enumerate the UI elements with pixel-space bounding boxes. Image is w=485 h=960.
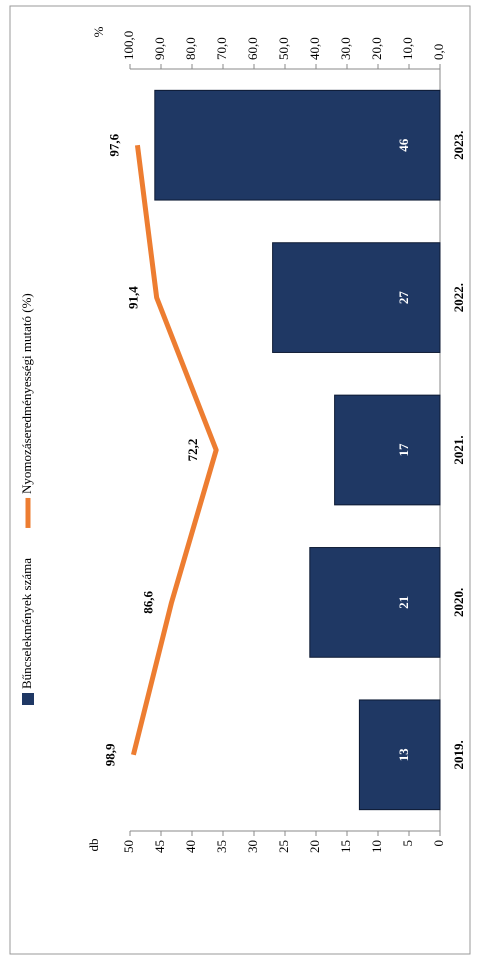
x-tick-label: 2022. <box>451 283 466 312</box>
line-value-label: 86,6 <box>141 591 156 614</box>
bar-value-label: 17 <box>396 443 411 457</box>
y-tick-label: 50 <box>121 840 136 853</box>
y-axis-label: db <box>86 839 101 852</box>
legend-label: Bűncselekmények száma <box>19 558 34 689</box>
y2-tick-label: 100,0 <box>121 31 136 60</box>
bar <box>309 547 441 658</box>
y-tick-label: 10 <box>369 840 384 853</box>
y2-tick-label: 20,0 <box>369 37 384 60</box>
bar <box>272 242 441 353</box>
line-value-label: 98,9 <box>102 743 117 766</box>
y2-tick-label: 10,0 <box>400 37 415 60</box>
y-tick-label: 5 <box>400 840 415 847</box>
y-tick-label: 20 <box>307 840 322 853</box>
x-tick-label: 2023. <box>451 131 466 160</box>
y2-tick-label: 40,0 <box>307 37 322 60</box>
bar-value-label: 21 <box>396 596 411 609</box>
legend-swatch <box>22 693 34 705</box>
y-tick-label: 45 <box>152 840 167 853</box>
bar <box>334 394 441 506</box>
y-tick-label: 15 <box>338 840 353 853</box>
y2-axis-label: % <box>91 26 106 37</box>
bar-value-label: 13 <box>396 748 411 762</box>
bar <box>358 699 441 811</box>
y-tick-label: 0 <box>431 840 446 847</box>
y-tick-label: 40 <box>183 840 198 853</box>
line-value-label: 97,6 <box>106 133 121 156</box>
y2-tick-label: 50,0 <box>276 37 291 60</box>
x-tick-label: 2019. <box>451 740 466 769</box>
frame <box>9 5 471 955</box>
x-tick-label: 2020. <box>451 588 466 617</box>
y2-tick-label: 30,0 <box>338 37 353 60</box>
line <box>130 144 219 756</box>
y2-tick-label: 90,0 <box>152 37 167 60</box>
x-tick-label: 2021. <box>451 435 466 464</box>
y2-tick-label: 0,0 <box>431 44 446 60</box>
bar-value-label: 27 <box>396 291 411 305</box>
legend-label: Nyomozáseredményességi mutató (%) <box>19 293 34 494</box>
y-tick-label: 30 <box>245 840 260 853</box>
y-tick-label: 25 <box>276 840 291 853</box>
y2-tick-label: 60,0 <box>245 37 260 60</box>
bar-value-label: 46 <box>396 138 411 152</box>
y2-tick-label: 70,0 <box>214 37 229 60</box>
line-value-label: 91,4 <box>126 286 141 309</box>
y-tick-label: 35 <box>214 840 229 853</box>
y2-tick-label: 80,0 <box>183 37 198 60</box>
line-value-label: 72,2 <box>185 439 200 462</box>
bar <box>154 89 441 201</box>
